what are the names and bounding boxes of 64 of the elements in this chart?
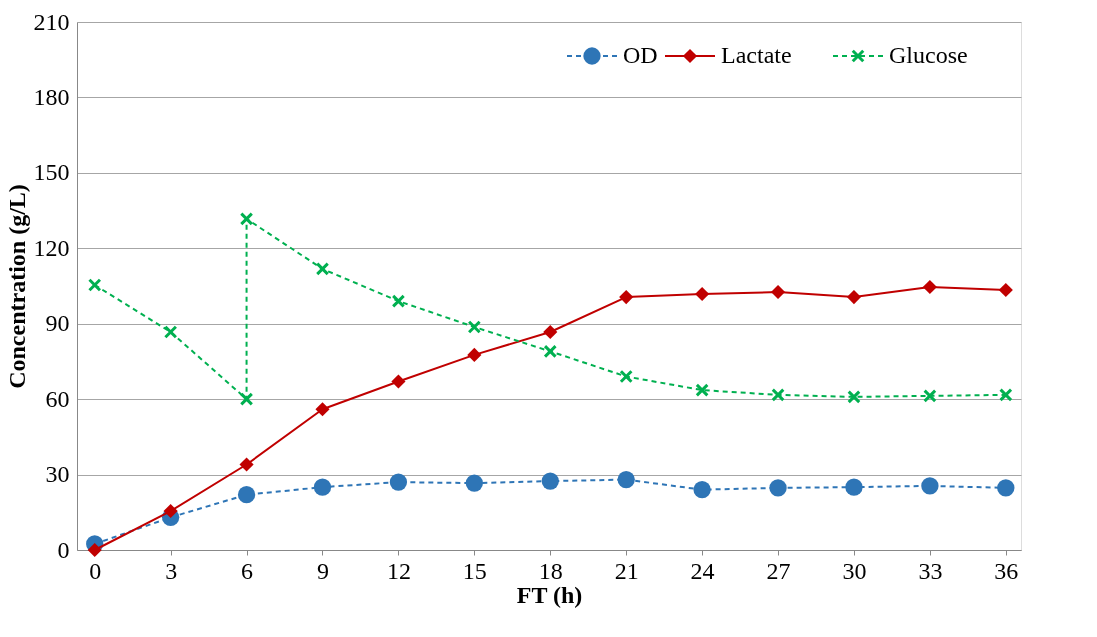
x-tick-label: 12 [386,557,411,584]
point [87,542,102,558]
point [239,457,254,472]
point [771,388,785,402]
point [465,474,483,492]
x-tick-label: 36 [994,557,1019,584]
point [543,324,558,340]
point [391,294,406,308]
y-tick-label: 60 [45,385,70,412]
x-tick-label: 33 [918,557,943,584]
point [313,478,332,496]
point [923,389,937,403]
point [541,472,559,490]
point [845,478,863,496]
x-tick-label: 0 [89,557,102,584]
x-tick-label: 3 [165,557,178,584]
point [695,286,710,302]
point [922,279,937,295]
y-tick-label: 0 [57,536,70,563]
x-tick-label: 27 [766,557,791,584]
point [770,284,786,300]
point [769,479,787,497]
point [847,390,861,404]
point [999,388,1013,402]
point [695,383,709,397]
x-tick-label: 18 [538,557,563,584]
point [315,402,330,417]
legend-label: Lactate [721,42,792,68]
y-tick-label: 90 [45,310,70,337]
x-tick-label: 30 [842,557,867,584]
x-tick-label: 6 [241,557,254,584]
point [617,470,635,489]
y-tick-label: 150 [33,159,70,186]
point [998,282,1013,298]
point [87,278,102,292]
y-tick-label: 120 [33,234,70,261]
y-axis-title: Concentration (g/L) [3,184,30,389]
x-tick-label: 24 [690,557,715,584]
point [543,344,558,359]
point [237,486,256,504]
point [997,479,1015,497]
point [921,477,939,495]
point [619,289,634,305]
legend-label: Glucose [889,42,968,68]
point [239,212,254,226]
point [693,481,711,499]
point [467,320,482,334]
legend-label: OD [623,42,658,68]
point [846,289,862,305]
point [467,347,482,362]
point [239,392,254,406]
point [163,503,178,519]
y-tick-label: 180 [33,83,70,110]
x-tick-label: 15 [462,557,487,584]
x-tick-label: 9 [316,557,329,584]
x-tick-label: 21 [614,557,639,584]
point [391,374,406,389]
point [315,262,330,276]
x-axis-title: FT (h) [516,581,583,608]
point [619,369,633,384]
y-tick-label: 210 [33,8,70,35]
point [389,473,408,491]
y-tick-label: 30 [45,461,70,488]
point [163,325,178,339]
